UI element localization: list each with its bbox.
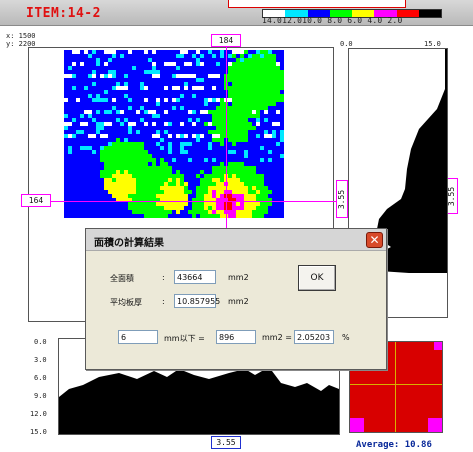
average-readout: Average: 10.86 xyxy=(356,440,432,450)
threshold-text: mm以下 = xyxy=(164,334,205,343)
crosshair-vertical[interactable] xyxy=(226,40,227,412)
crosshair-x-tag: 184 xyxy=(211,34,241,47)
crosshair-y-tag: 164 xyxy=(21,194,51,207)
right-profile-min-label: 0.0 xyxy=(340,40,353,48)
right-profile-max-label: 15.0 xyxy=(424,40,441,48)
total-area-label: 全面積 xyxy=(110,274,134,283)
bottom-value-tag: 3.55 xyxy=(211,436,241,449)
scale-swatch xyxy=(396,10,419,17)
below-area-unit: mm2 = xyxy=(262,333,292,342)
right-thickness-profile xyxy=(369,49,447,273)
bottom-tick-label: 0.0 xyxy=(34,338,47,346)
scale-swatch xyxy=(263,10,286,17)
close-icon[interactable]: ✕ xyxy=(366,232,383,248)
x-coordinate: x: 1500 xyxy=(6,32,36,40)
mini-map-crosshair-v xyxy=(395,342,396,432)
percent-unit: % xyxy=(342,333,350,342)
scale-swatch xyxy=(285,10,308,17)
avg-thickness-field[interactable]: 10.857955 xyxy=(174,294,220,308)
thickness-heatmap[interactable] xyxy=(64,50,284,218)
colon: : xyxy=(162,297,165,306)
mini-map-crosshair-h xyxy=(350,384,442,385)
total-area-unit: mm2 xyxy=(228,273,249,282)
color-scale xyxy=(262,9,442,18)
scale-swatch xyxy=(418,10,441,17)
bottom-tick-label: 3.0 xyxy=(34,356,47,364)
right-profile-fill xyxy=(369,49,447,273)
dialog-title-bar[interactable] xyxy=(86,229,386,251)
scale-swatch xyxy=(352,10,375,17)
total-area-field[interactable]: 43664 xyxy=(174,270,216,284)
bottom-tick-label: 15.0 xyxy=(30,428,47,436)
avg-thickness-label: 平均板厚 xyxy=(110,298,142,307)
crosshair-horizontal[interactable] xyxy=(30,201,450,202)
dialog-title: 面積の計算結果 xyxy=(94,238,164,249)
below-area-field[interactable]: 896 xyxy=(216,330,256,344)
threshold-field[interactable]: 6 xyxy=(118,330,158,344)
bottom-profile-fill xyxy=(59,367,339,434)
colon: : xyxy=(162,273,165,282)
percent-field[interactable]: 2.05203 xyxy=(294,330,334,344)
y-coordinate: y: 2200 xyxy=(6,40,36,48)
scale-swatch xyxy=(374,10,397,17)
bottom-thickness-profile xyxy=(59,367,339,434)
bottom-tick-label: 12.0 xyxy=(30,410,47,418)
avg-thickness-unit: mm2 xyxy=(228,297,249,306)
area-result-dialog: 面積の計算結果 ✕ 全面積 : 43664 mm2 平均板厚 : 10.8579… xyxy=(85,228,387,370)
title-frame xyxy=(228,0,406,8)
right-profile-value-tag: 3.55 xyxy=(336,180,348,218)
bottom-tick-label: 9.0 xyxy=(34,392,47,400)
ok-button[interactable]: OK xyxy=(298,265,336,291)
scale-swatch xyxy=(329,10,352,17)
item-title: ITEM:14-2 xyxy=(26,6,101,21)
color-scale-labels: 14.012.010.0 8.0 6.0 4.0 2.0 xyxy=(262,16,403,25)
bottom-tick-label: 6.0 xyxy=(34,374,47,382)
scale-swatch xyxy=(307,10,330,17)
